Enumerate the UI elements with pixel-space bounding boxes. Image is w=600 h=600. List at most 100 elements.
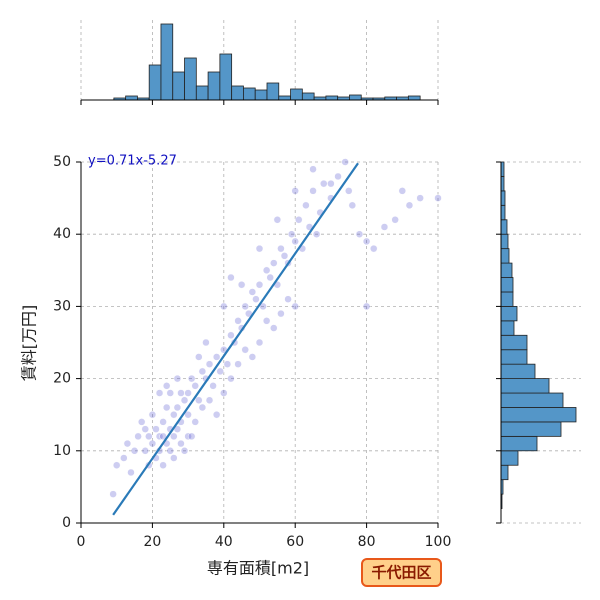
point bbox=[127, 468, 135, 477]
point bbox=[345, 187, 353, 195]
fit-annotation: y=0.71x-5.27 bbox=[88, 154, 177, 169]
point bbox=[355, 230, 364, 238]
point bbox=[280, 252, 289, 260]
point bbox=[252, 295, 260, 303]
hist-bar bbox=[254, 89, 268, 101]
y-tick-label: 50 bbox=[53, 154, 71, 170]
hist-bar bbox=[172, 71, 185, 101]
point bbox=[159, 461, 167, 469]
point bbox=[416, 194, 424, 202]
point bbox=[309, 165, 317, 173]
point bbox=[327, 179, 335, 188]
point bbox=[227, 331, 235, 340]
point bbox=[248, 353, 257, 361]
hist-bar bbox=[266, 82, 280, 101]
hist-bar bbox=[125, 95, 138, 101]
point bbox=[220, 302, 228, 311]
hist-bar bbox=[500, 464, 509, 481]
point bbox=[227, 273, 235, 282]
point bbox=[255, 244, 264, 253]
point bbox=[173, 403, 182, 412]
hist-bar bbox=[243, 87, 256, 101]
point bbox=[223, 360, 232, 368]
hist-bar bbox=[500, 277, 514, 293]
hist-bar bbox=[207, 71, 221, 101]
point bbox=[348, 201, 357, 210]
point bbox=[262, 266, 271, 275]
point bbox=[334, 172, 342, 181]
point bbox=[198, 367, 207, 376]
hist-bar bbox=[301, 92, 315, 101]
point bbox=[273, 216, 282, 224]
point bbox=[270, 259, 278, 267]
point bbox=[391, 216, 399, 224]
point bbox=[309, 187, 317, 195]
point bbox=[187, 432, 196, 441]
point bbox=[220, 389, 228, 397]
point bbox=[277, 309, 285, 318]
y-axis-label: 賃料[万円] bbox=[20, 305, 39, 382]
hist-bar bbox=[500, 450, 519, 466]
point bbox=[173, 374, 182, 383]
point bbox=[205, 360, 214, 368]
x-tick-label: 100 bbox=[425, 534, 452, 550]
point bbox=[434, 194, 442, 202]
point bbox=[369, 244, 378, 253]
point bbox=[137, 418, 146, 426]
point bbox=[362, 237, 371, 246]
point bbox=[284, 295, 292, 303]
point bbox=[195, 353, 203, 361]
hist-bar bbox=[500, 305, 518, 322]
fit-line bbox=[112, 162, 359, 516]
y-tick-label: 40 bbox=[53, 226, 71, 242]
hist-bar bbox=[500, 190, 506, 206]
point bbox=[320, 179, 328, 188]
point bbox=[212, 353, 221, 361]
point bbox=[291, 187, 299, 195]
point bbox=[184, 389, 192, 397]
badge-box bbox=[361, 558, 442, 587]
point bbox=[170, 432, 178, 441]
point bbox=[166, 389, 174, 397]
point bbox=[262, 317, 271, 325]
hist-bar bbox=[290, 88, 303, 101]
point bbox=[170, 454, 178, 462]
hist-bar bbox=[500, 407, 577, 423]
y-tick-label: 10 bbox=[53, 443, 71, 459]
x-tick-label: 80 bbox=[358, 534, 376, 550]
point bbox=[109, 490, 117, 498]
point bbox=[270, 324, 278, 332]
hist-bar bbox=[500, 204, 506, 221]
point bbox=[166, 447, 174, 455]
point bbox=[241, 302, 249, 311]
hist-bar bbox=[349, 94, 362, 101]
point bbox=[130, 447, 139, 455]
point bbox=[248, 288, 257, 296]
point bbox=[291, 237, 299, 246]
point bbox=[148, 410, 157, 419]
point bbox=[198, 403, 207, 412]
point bbox=[380, 223, 389, 231]
point bbox=[227, 374, 235, 383]
point bbox=[237, 280, 246, 289]
point bbox=[202, 338, 210, 347]
point bbox=[170, 410, 178, 419]
point bbox=[295, 216, 303, 224]
hist-bar bbox=[500, 435, 538, 452]
point bbox=[162, 403, 171, 412]
x-tick-label: 60 bbox=[286, 534, 304, 550]
point bbox=[266, 273, 274, 282]
point bbox=[145, 432, 153, 441]
hist-bar bbox=[500, 320, 515, 336]
point bbox=[155, 389, 164, 397]
point bbox=[302, 201, 310, 210]
point bbox=[291, 302, 299, 311]
hist-bar bbox=[407, 95, 421, 101]
point bbox=[112, 461, 121, 469]
hist-bar bbox=[500, 248, 510, 264]
point bbox=[180, 396, 189, 405]
hist-bar bbox=[160, 23, 174, 101]
hist-bar bbox=[231, 85, 244, 101]
point bbox=[362, 302, 371, 311]
